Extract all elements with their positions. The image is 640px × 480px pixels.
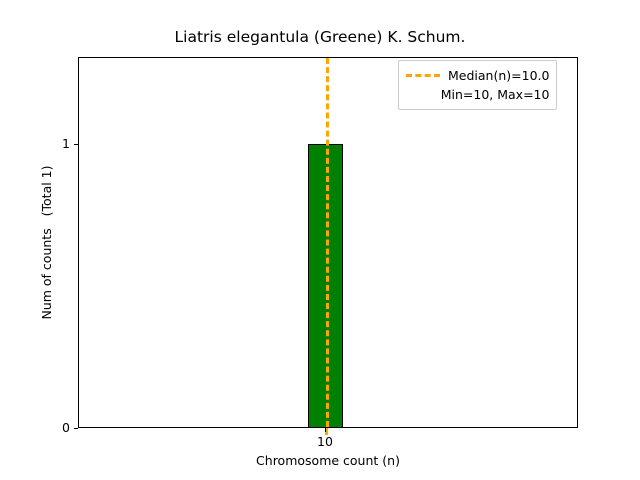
legend-entry-minmax: Min=10, Max=10 <box>406 85 550 104</box>
legend-label-median: Median(n)=10.0 <box>448 68 550 83</box>
dashed-line-icon <box>406 70 440 82</box>
median-line <box>325 58 329 427</box>
plot-area <box>78 57 578 428</box>
y-tick-label-0: 0 <box>62 420 70 435</box>
chart-legend: Median(n)=10.0 Min=10, Max=10 <box>398 60 558 110</box>
y-tick-mark-1 <box>74 143 78 145</box>
x-tick-label-10: 10 <box>317 434 333 449</box>
plot-clip <box>79 58 577 427</box>
y-axis-label: Num of counts (Total 1) <box>39 165 54 320</box>
y-tick-mark-0 <box>74 427 78 429</box>
x-tick-mark-10 <box>324 428 326 432</box>
median-line-stub <box>324 428 328 435</box>
chart-title: Liatris elegantula (Greene) K. Schum. <box>174 28 466 46</box>
legend-label-minmax: Min=10, Max=10 <box>440 87 550 102</box>
y-tick-label-1: 1 <box>62 136 70 151</box>
legend-entry-median: Median(n)=10.0 <box>406 66 549 85</box>
x-axis-label: Chromosome count (n) <box>256 453 400 468</box>
